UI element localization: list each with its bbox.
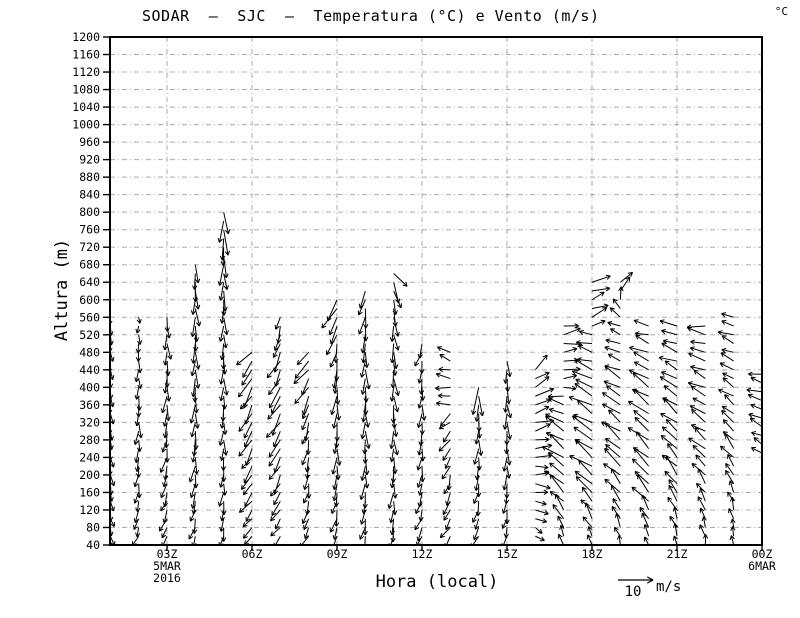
tick-label: 15Z bbox=[497, 547, 518, 561]
wind-column-16Z bbox=[534, 354, 555, 545]
tick-label: 760 bbox=[79, 223, 100, 237]
wind-column-23Z bbox=[717, 312, 736, 545]
wind-column-04Z bbox=[188, 264, 202, 545]
tick-label: 440 bbox=[79, 363, 100, 377]
tick-label: 03Z bbox=[157, 547, 178, 561]
tick-label: 21Z bbox=[667, 547, 688, 561]
wind-column-19Z bbox=[601, 271, 634, 545]
tick-label: 560 bbox=[79, 310, 100, 324]
wind-column-12Z bbox=[414, 343, 427, 545]
wind-column-18Z bbox=[568, 274, 611, 545]
tick-label: 640 bbox=[79, 275, 100, 289]
tick-label: 320 bbox=[79, 415, 100, 429]
wind-column-13Z bbox=[435, 346, 452, 545]
tick-label: 1040 bbox=[72, 100, 100, 114]
tick-label: 40 bbox=[86, 538, 100, 552]
tick-label: 1120 bbox=[72, 65, 100, 79]
wind-column-00Z bbox=[746, 371, 762, 454]
wind-column-02Z bbox=[131, 317, 144, 545]
tick-label: 2016 bbox=[153, 571, 181, 585]
tick-label: 240 bbox=[79, 450, 100, 464]
tick-label: 6MAR bbox=[748, 559, 776, 573]
tick-label: 880 bbox=[79, 170, 100, 184]
tick-label: 800 bbox=[79, 205, 100, 219]
axis-ticks bbox=[103, 36, 763, 551]
tick-label: 80 bbox=[86, 520, 100, 534]
gridlines bbox=[110, 37, 762, 545]
wind-column-15Z bbox=[501, 360, 513, 545]
tick-label: 720 bbox=[79, 240, 100, 254]
tick-label: 920 bbox=[79, 153, 100, 167]
tick-label: 1200 bbox=[72, 30, 100, 44]
plot-frame bbox=[109, 36, 763, 546]
tick-label: 00Z bbox=[752, 547, 773, 561]
wind-column-08Z bbox=[293, 351, 312, 545]
wind-column-10Z bbox=[357, 290, 371, 545]
wind-column-05Z bbox=[217, 212, 231, 545]
wind-column-20Z bbox=[627, 319, 650, 545]
reference-arrow-value: 10 bbox=[624, 584, 642, 600]
tick-label: 200 bbox=[79, 468, 100, 482]
tick-label: 520 bbox=[79, 328, 100, 342]
wind-column-06Z bbox=[236, 351, 253, 545]
tick-label: 1160 bbox=[72, 48, 100, 62]
tick-label: 5MAR bbox=[153, 559, 181, 573]
tick-label: 280 bbox=[79, 433, 100, 447]
tick-label: 1000 bbox=[72, 118, 100, 132]
tick-label: 480 bbox=[79, 345, 100, 359]
tick-label: 600 bbox=[79, 293, 100, 307]
wind-column-11Z bbox=[387, 273, 408, 545]
tick-label: 06Z bbox=[242, 547, 263, 561]
temperature-unit-label: °C bbox=[774, 5, 788, 18]
tick-label: 160 bbox=[79, 485, 100, 499]
wind-column-03Z bbox=[158, 317, 173, 545]
wind-column-21Z bbox=[658, 319, 679, 545]
wind-column-07Z bbox=[265, 317, 282, 545]
tick-label: 1080 bbox=[72, 83, 100, 97]
wind-column-14Z bbox=[470, 387, 485, 545]
tick-label: 360 bbox=[79, 398, 100, 412]
tick-label: 400 bbox=[79, 380, 100, 394]
wind-column-09Z bbox=[321, 299, 342, 545]
tick-label: 18Z bbox=[582, 547, 603, 561]
wind-column-17Z bbox=[541, 323, 582, 545]
tick-label: 12Z bbox=[412, 547, 433, 561]
x-axis-title: Hora (local) bbox=[375, 572, 499, 592]
tick-label: 120 bbox=[79, 503, 100, 517]
wind-column-22Z bbox=[686, 324, 709, 545]
chart-title: SODAR – SJC – Temperatura (°C) e Vento (… bbox=[142, 7, 600, 25]
wind-vectors bbox=[110, 212, 762, 545]
tick-label: 09Z bbox=[327, 547, 348, 561]
tick-label: 960 bbox=[79, 135, 100, 149]
tick-labels: 40 80 120 160 200 240 280 320 360 400 440 480 520 560… bbox=[72, 30, 776, 585]
tick-label: 680 bbox=[79, 258, 100, 272]
tick-label: 840 bbox=[79, 188, 100, 202]
reference-arrow-unit: m/s bbox=[656, 579, 682, 595]
reference-arrow-icon bbox=[618, 576, 654, 584]
